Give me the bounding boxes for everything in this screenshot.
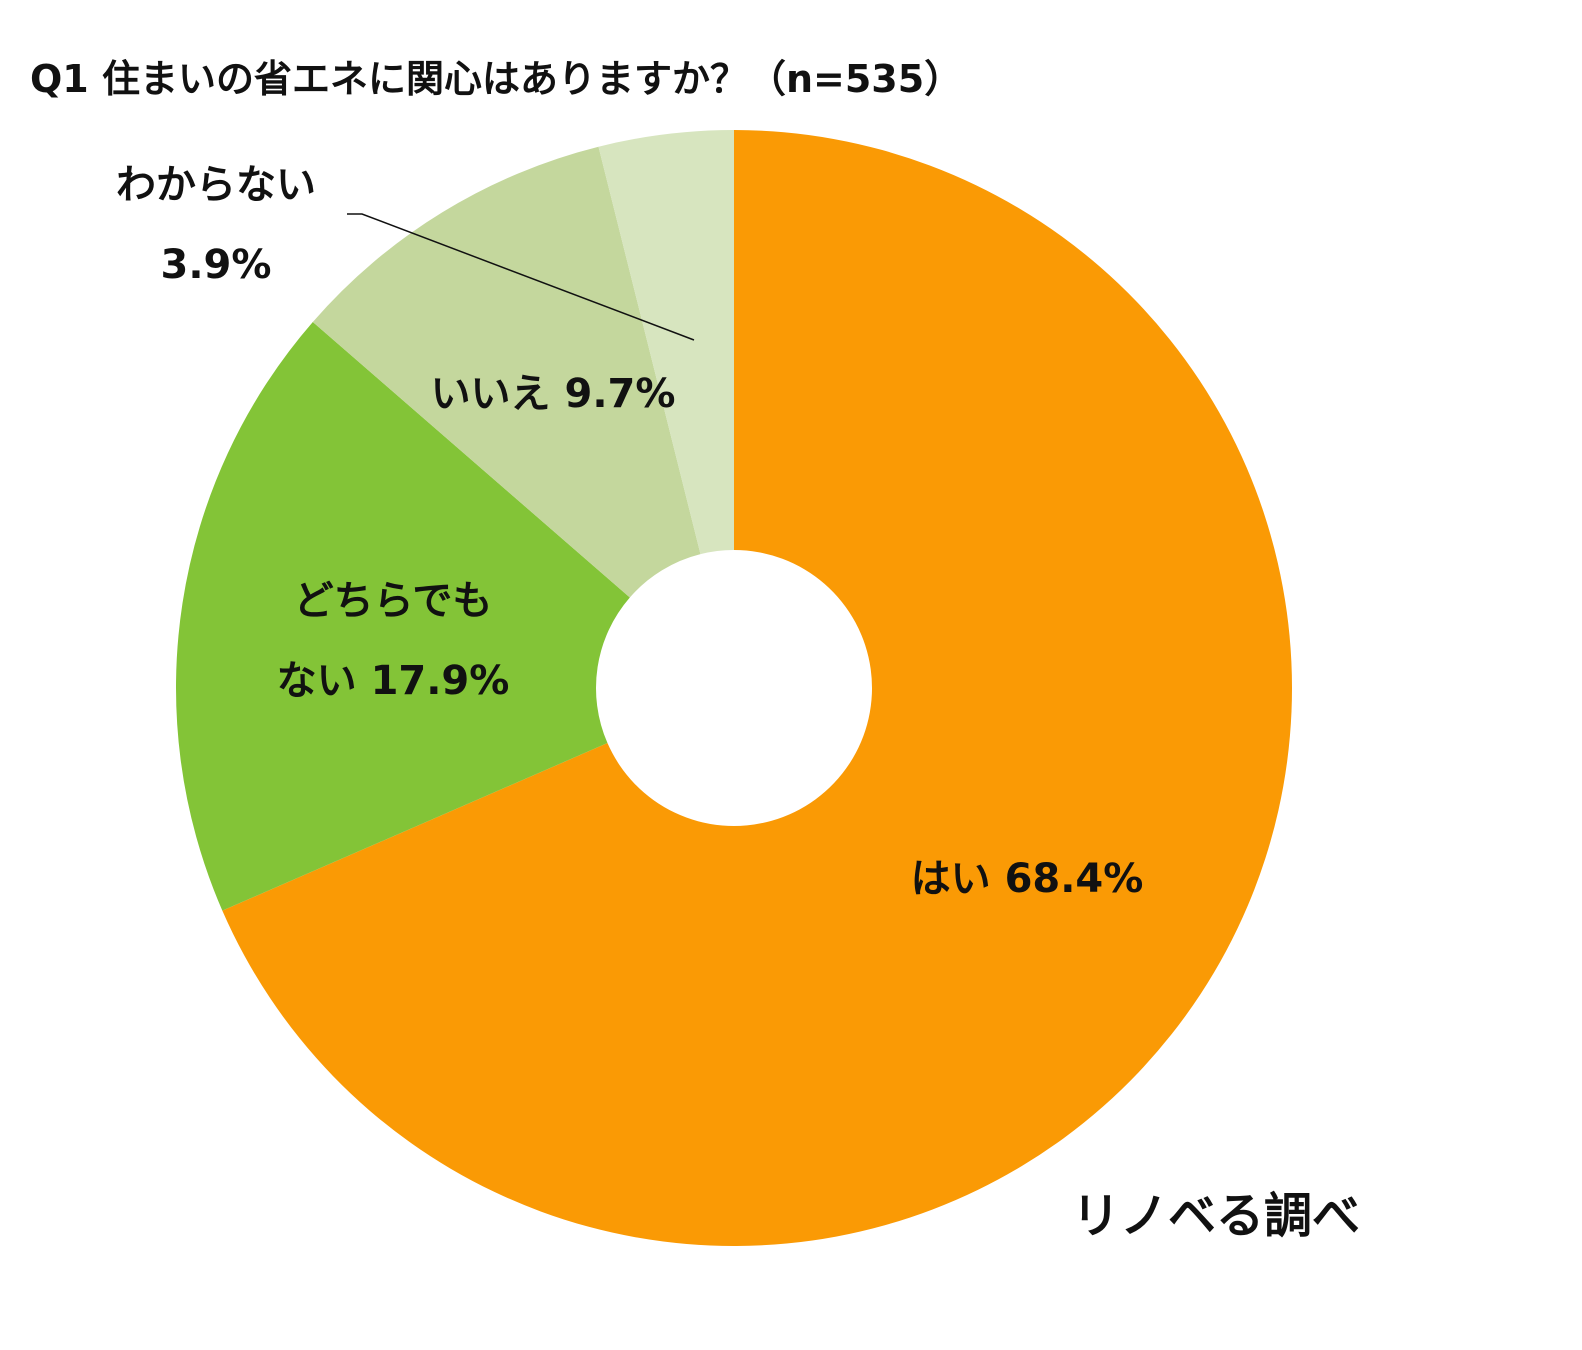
slice-label-1: はい 68.4% (911, 856, 1144, 902)
slice-2 (176, 321, 630, 911)
slice-label-3: いいえ 9.7% (431, 371, 676, 417)
chart-title: Q1 住まいの省エネに関心はありますか？（n=535） (30, 57, 962, 101)
slice-label-line: どちらでも (294, 578, 493, 624)
slice-label-4: わからない 3.9% (116, 162, 316, 288)
slice-label-line: わからない (116, 162, 316, 208)
slice-label-2: どちらでもない 17.9% (277, 578, 510, 704)
source-note: リノベる調べ (1072, 1188, 1360, 1244)
slice-labels: はい 68.4% どちらでもない 17.9% いいえ 9.7% わからない 3.9% (116, 162, 1143, 902)
slice-label-line: はい 68.4% (911, 856, 1144, 902)
slice-label-line: ない 17.9% (277, 658, 510, 704)
pie-slices (176, 130, 1293, 1246)
slice-3 (312, 146, 701, 598)
slice-4 (598, 130, 734, 555)
slice-1 (222, 130, 1293, 1246)
slice-label-line: いいえ 9.7% (431, 371, 676, 417)
slice-label-line: 3.9% (161, 242, 272, 288)
leader-line (347, 213, 695, 341)
